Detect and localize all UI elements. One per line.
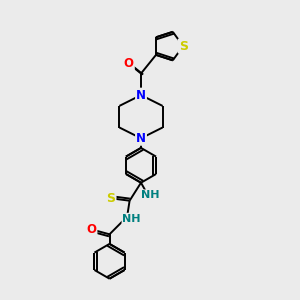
Text: O: O bbox=[86, 223, 97, 236]
Text: N: N bbox=[136, 88, 146, 102]
Text: S: S bbox=[178, 40, 188, 52]
Text: S: S bbox=[106, 192, 116, 205]
Text: NH: NH bbox=[122, 214, 141, 224]
Text: O: O bbox=[124, 57, 134, 70]
Text: N: N bbox=[136, 132, 146, 145]
Text: NH: NH bbox=[141, 190, 159, 200]
